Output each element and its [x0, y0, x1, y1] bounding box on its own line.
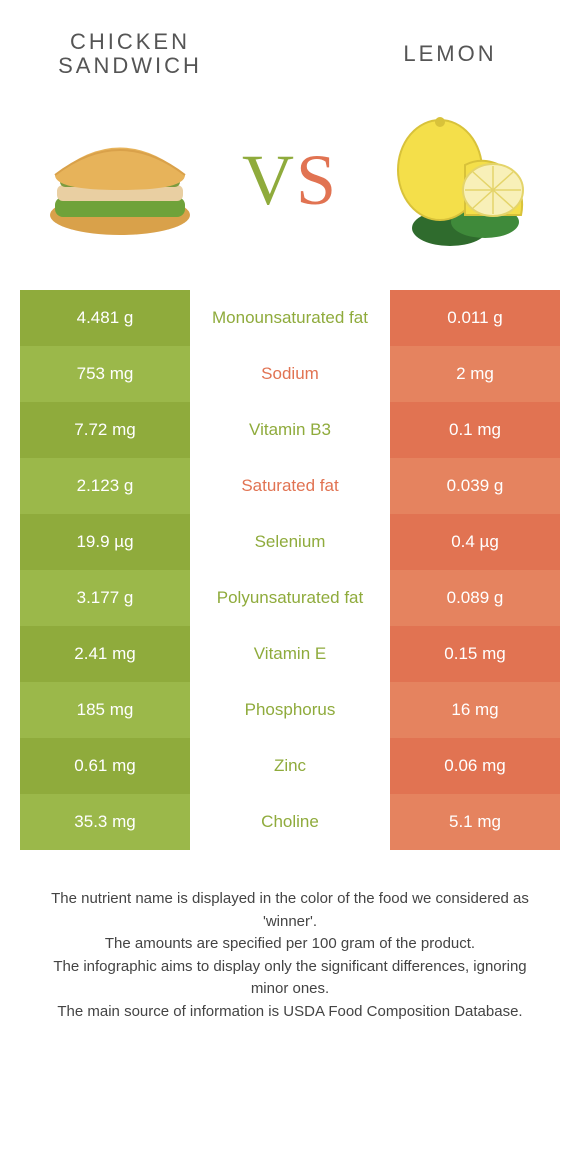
images-row: VS	[0, 90, 580, 280]
left-food-title: Chicken sandwich	[30, 30, 230, 78]
nutrient-label-cell: Vitamin B3	[190, 402, 390, 458]
left-value-cell: 4.481 g	[20, 290, 190, 346]
table-row: 3.177 gPolyunsaturated fat0.089 g	[20, 570, 560, 626]
left-value-cell: 185 mg	[20, 682, 190, 738]
table-row: 4.481 gMonounsaturated fat0.011 g	[20, 290, 560, 346]
right-value-cell: 5.1 mg	[390, 794, 560, 850]
table-row: 35.3 mgCholine5.1 mg	[20, 794, 560, 850]
table-row: 2.123 gSaturated fat0.039 g	[20, 458, 560, 514]
footer-line: The amounts are specified per 100 gram o…	[40, 933, 540, 956]
footer-line: The main source of information is USDA F…	[40, 1001, 540, 1024]
left-value-cell: 753 mg	[20, 346, 190, 402]
footer-notes: The nutrient name is displayed in the co…	[0, 850, 580, 1023]
footer-line: The infographic aims to display only the…	[40, 956, 540, 1001]
nutrient-label-cell: Phosphorus	[190, 682, 390, 738]
nutrient-label-cell: Selenium	[190, 514, 390, 570]
vs-v: V	[242, 140, 296, 220]
footer-line: The nutrient name is displayed in the co…	[40, 888, 540, 933]
left-value-cell: 2.41 mg	[20, 626, 190, 682]
left-value-cell: 3.177 g	[20, 570, 190, 626]
table-row: 19.9 µgSelenium0.4 µg	[20, 514, 560, 570]
nutrient-label-cell: Saturated fat	[190, 458, 390, 514]
nutrient-label-cell: Zinc	[190, 738, 390, 794]
right-value-cell: 2 mg	[390, 346, 560, 402]
left-value-cell: 0.61 mg	[20, 738, 190, 794]
right-value-cell: 0.15 mg	[390, 626, 560, 682]
comparison-table: 4.481 gMonounsaturated fat0.011 g753 mgS…	[20, 290, 560, 850]
table-row: 0.61 mgZinc0.06 mg	[20, 738, 560, 794]
table-row: 753 mgSodium2 mg	[20, 346, 560, 402]
nutrient-label-cell: Polyunsaturated fat	[190, 570, 390, 626]
vs-s: S	[296, 140, 338, 220]
right-value-cell: 0.039 g	[390, 458, 560, 514]
table-row: 7.72 mgVitamin B30.1 mg	[20, 402, 560, 458]
right-value-cell: 0.089 g	[390, 570, 560, 626]
right-food-title: Lemon	[350, 42, 550, 66]
nutrient-label-cell: Choline	[190, 794, 390, 850]
header: Chicken sandwich Lemon	[0, 0, 580, 90]
right-value-cell: 0.011 g	[390, 290, 560, 346]
right-value-cell: 0.4 µg	[390, 514, 560, 570]
nutrient-label-cell: Monounsaturated fat	[190, 290, 390, 346]
left-value-cell: 19.9 µg	[20, 514, 190, 570]
nutrient-label-cell: Vitamin E	[190, 626, 390, 682]
nutrient-label-cell: Sodium	[190, 346, 390, 402]
left-value-cell: 2.123 g	[20, 458, 190, 514]
left-value-cell: 7.72 mg	[20, 402, 190, 458]
right-value-cell: 0.1 mg	[390, 402, 560, 458]
right-value-cell: 16 mg	[390, 682, 560, 738]
right-value-cell: 0.06 mg	[390, 738, 560, 794]
table-row: 2.41 mgVitamin E0.15 mg	[20, 626, 560, 682]
left-value-cell: 35.3 mg	[20, 794, 190, 850]
vs-label: VS	[242, 139, 338, 222]
lemon-icon	[370, 110, 550, 250]
table-row: 185 mgPhosphorus16 mg	[20, 682, 560, 738]
sandwich-icon	[30, 110, 210, 250]
